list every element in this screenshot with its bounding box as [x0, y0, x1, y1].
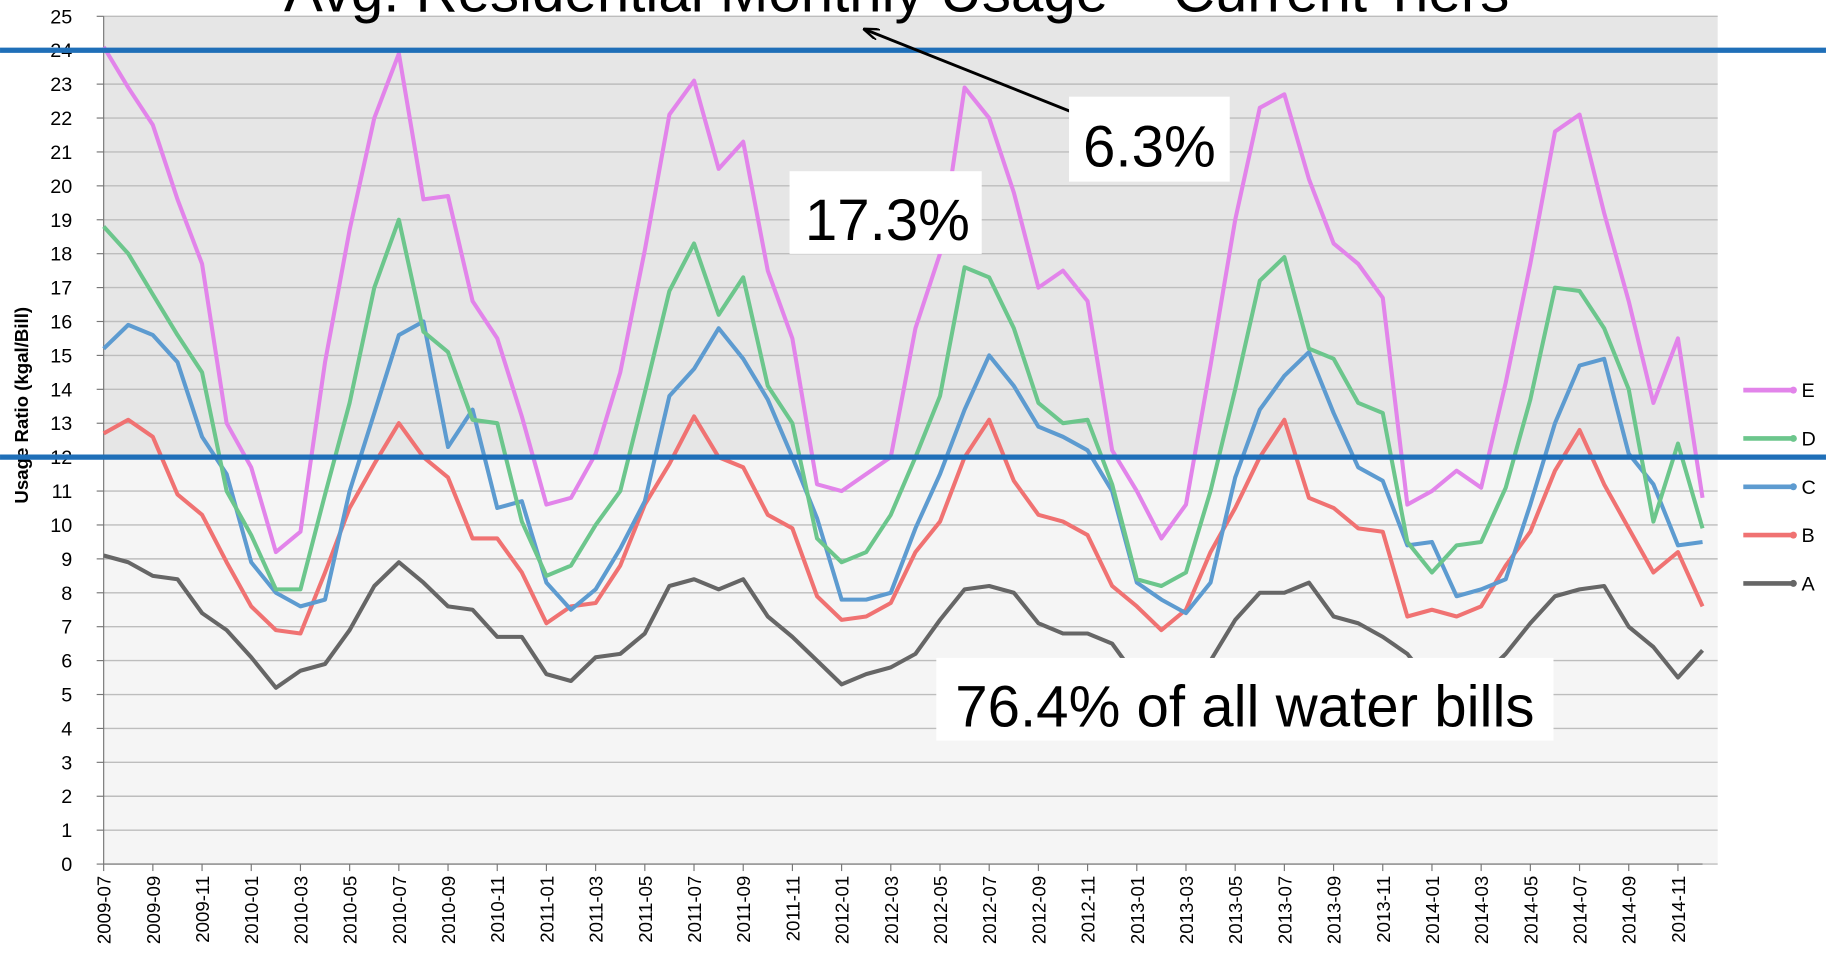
x-tick-label: 2011-09	[733, 876, 754, 943]
x-tick-label: 2013-11	[1373, 876, 1394, 943]
legend-label: A	[1802, 573, 1816, 595]
annotation-arrow	[864, 29, 1078, 116]
y-tick-label: 21	[50, 142, 72, 164]
annotation: 17.3%	[805, 188, 970, 253]
x-tick-label: 2014-05	[1520, 876, 1541, 944]
x-tick-label: 2012-03	[881, 876, 902, 944]
x-tick-label: 2009-09	[143, 876, 164, 944]
y-tick-label: 22	[50, 108, 72, 130]
x-tick-label: 2011-11	[782, 876, 803, 942]
y-tick-label: 5	[61, 685, 72, 707]
legend-marker	[1789, 483, 1797, 491]
y-tick-label: 7	[61, 617, 72, 639]
y-tick-label: 10	[50, 515, 72, 537]
x-tick-label: 2012-05	[930, 876, 951, 944]
legend-marker	[1789, 434, 1797, 442]
y-tick-label: 19	[50, 210, 72, 232]
y-tick-label: 6	[61, 651, 72, 673]
chart-title: Avg. Residential Monthly Usage – Current…	[284, 0, 1509, 25]
y-tick-label: 20	[50, 176, 72, 198]
x-tick-label: 2012-01	[832, 876, 853, 944]
x-tick-label: 2013-03	[1176, 876, 1197, 944]
y-tick-label: 11	[52, 481, 73, 503]
legend-marker	[1789, 386, 1797, 394]
x-tick-label: 2013-09	[1324, 876, 1345, 944]
y-tick-label: 18	[50, 244, 72, 266]
y-tick-label: 17	[50, 278, 72, 300]
y-axis-label: Usage Ratio (kgal/Bill)	[11, 307, 32, 504]
x-tick-label: 2010-01	[241, 876, 262, 944]
x-tick-label: 2012-09	[1028, 876, 1049, 944]
annotation-box	[789, 171, 982, 254]
annotation-box	[1069, 96, 1230, 182]
y-tick-label: 16	[50, 311, 72, 333]
data-line	[102, 217, 1705, 592]
annotation: 76.4% of all water bills	[955, 675, 1534, 740]
legend-label: D	[1802, 428, 1816, 450]
y-tick-label: 4	[61, 718, 72, 740]
legend-marker	[1789, 579, 1797, 587]
x-tick-label: 2011-05	[635, 876, 656, 943]
y-tick-label: 0	[61, 854, 72, 876]
x-tick-label: 2013-07	[1274, 876, 1295, 944]
x-tick-label: 2014-09	[1619, 876, 1640, 944]
annotation: 6.3%	[1083, 115, 1216, 180]
x-tick-label: 2014-07	[1570, 876, 1591, 944]
data-line	[102, 319, 1703, 616]
x-tick-label: 2011-01	[536, 876, 557, 943]
legend-label: B	[1802, 525, 1815, 547]
y-tick-label: 9	[61, 549, 72, 571]
y-tick-label: 14	[50, 379, 72, 401]
x-tick-label: 2012-07	[979, 876, 1000, 944]
x-tick-label: 2011-03	[586, 876, 607, 943]
x-tick-label: 2010-09	[438, 876, 459, 944]
y-tick-label: 3	[61, 752, 72, 774]
y-tick-label: 1	[61, 820, 72, 842]
annotation-box	[936, 657, 1554, 741]
y-tick-label: 8	[61, 583, 72, 605]
y-tick-label: 23	[50, 74, 72, 96]
y-tick-label: 25	[50, 6, 72, 28]
x-tick-label: 2010-11	[487, 876, 508, 943]
legend-label: E	[1802, 380, 1815, 402]
x-tick-label: 2010-07	[389, 876, 410, 944]
x-tick-label: 2013-05	[1225, 876, 1246, 944]
data-line	[101, 45, 1705, 555]
y-tick-label: 2	[61, 786, 72, 808]
x-tick-label: 2014-01	[1422, 876, 1443, 944]
x-tick-label: 2012-11	[1078, 876, 1099, 943]
x-tick-label: 2009-11	[192, 876, 213, 943]
x-tick-label: 2013-01	[1127, 876, 1148, 944]
data-line	[102, 414, 1705, 636]
x-tick-label: 2014-11	[1668, 876, 1689, 943]
x-tick-label: 2010-03	[290, 876, 311, 944]
y-tick-label: 15	[50, 345, 72, 367]
x-tick-label: 2014-03	[1471, 876, 1492, 944]
legend-marker	[1789, 531, 1797, 539]
x-tick-label: 2011-07	[684, 876, 705, 943]
x-tick-label: 2010-05	[340, 876, 361, 944]
x-tick-label: 2009-07	[94, 876, 115, 944]
y-tick-label: 13	[50, 413, 72, 435]
legend-label: C	[1802, 477, 1816, 499]
